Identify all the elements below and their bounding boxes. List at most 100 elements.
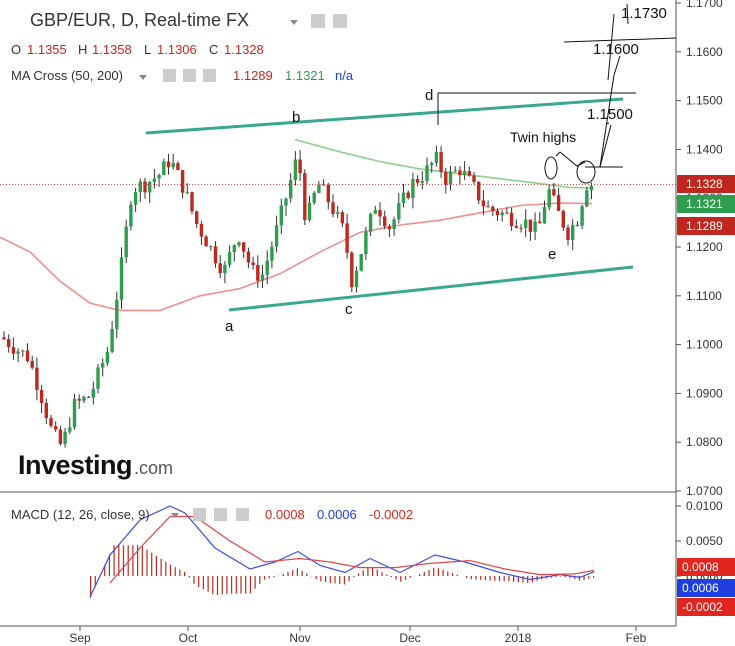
candle-body [477,181,481,201]
macd-dropdown-icon[interactable] [171,513,179,518]
investing-logo-suffix: .com [134,458,173,478]
candle-body [585,190,589,207]
candle-body [171,163,175,168]
candle-body [11,347,16,354]
macd-series [89,505,595,598]
candle-body [251,262,255,266]
macd-label: MACD (12, 26, close, 9) [11,507,150,522]
candle-body [420,181,424,183]
macd-value-2: 0.0006 [317,507,357,522]
candle-body [54,426,58,430]
price-tick-label: 1.1500 [686,94,723,108]
price-tick-label: 1.0800 [686,435,723,449]
time-tick-label: Nov [289,631,310,645]
ma-value-3: n/a [335,68,354,83]
candle-body [406,192,410,199]
macd-tick-label: 0.0050 [686,534,723,548]
candle-body [453,170,457,172]
macd-settings-icon[interactable] [214,508,227,521]
ma-visibility-icon[interactable] [163,69,176,82]
time-tick-label: 2018 [505,631,532,645]
price-tick-label: 1.1400 [686,142,723,156]
candle-body [439,152,443,172]
ma-dropdown-icon[interactable] [139,75,147,80]
title-format-icon[interactable] [333,14,347,28]
price-tick-label: 1.1700 [686,0,723,10]
price-tag-box [677,175,735,193]
time-tick-label: Dec [399,631,420,645]
macd-visibility-icon[interactable] [193,508,206,521]
candle-body [415,179,420,183]
candle-body [378,210,382,217]
wave-label-e: e [548,246,556,263]
candle-body [575,224,580,226]
ma-50-line [294,138,593,189]
candle-body [16,351,20,354]
candle-body [49,418,53,427]
candle-body [519,227,523,229]
candle-body [101,363,105,368]
candle-body [397,202,401,220]
wave-label-b: b [292,109,300,126]
candle-body [58,429,63,444]
chart-header: GBP/EUR, D, Real-time FX O 1.1355 H 1.13… [11,10,354,83]
candle-body [350,252,354,288]
candle-body [425,165,429,182]
candle-body [509,212,514,227]
candle-body [514,226,518,228]
candle-body [383,216,387,227]
candlestick-series [2,145,594,448]
candle-body [491,206,495,211]
ohlc-close-label: C [209,42,218,57]
wave-label-c: c [345,301,353,318]
candle-body [274,225,279,247]
candle-body [401,192,406,203]
candle-body [190,192,194,212]
candle-body [115,299,119,329]
candle-body [580,206,584,226]
price-tag-label: 1.1321 [686,197,723,211]
candle-body [227,252,232,265]
wave-label-d: d [425,87,433,104]
candle-body [336,212,340,214]
ma-remove-icon[interactable] [203,69,216,82]
price-tag-box [677,195,735,213]
channel-upper-line [145,97,624,135]
projection-lines [437,3,677,168]
candle-body [39,389,44,403]
ohlc-close-value: 1.1328 [224,42,264,57]
candle-body [110,328,114,352]
annotation-1730: 1.1730 [621,5,667,22]
time-axis: Sep Oct Nov Dec 2018 Feb [69,626,647,645]
price-tag-label: 1.1328 [686,177,723,191]
candle-body [467,170,471,176]
title-dropdown-icon[interactable] [290,20,298,25]
candle-body [195,211,199,225]
investing-logo-brand: Investing [18,450,132,480]
ohlc-open-value: 1.1355 [27,42,67,57]
candle-body [44,402,48,419]
candle-body [321,184,326,186]
price-tag-box [677,217,735,235]
candle-body [237,242,241,246]
candle-body [552,189,556,196]
candle-body [368,213,373,232]
macd-signal-line [109,515,595,584]
candle-body [430,162,434,166]
candle-body [481,200,486,207]
candle-body [364,231,368,255]
title-settings-icon[interactable] [311,14,325,28]
candle-body [312,192,316,203]
candle-body [458,170,462,176]
macd-remove-icon[interactable] [236,508,249,521]
candle-body [72,398,77,428]
candle-body [500,212,504,216]
ohlc-low-value: 1.1306 [157,42,197,57]
price-tick-label: 1.0900 [686,386,723,400]
chart-title: GBP/EUR, D, Real-time FX [30,10,249,30]
candle-body [556,195,561,211]
price-tick-label: 1.1100 [686,289,722,303]
candle-body [91,388,95,398]
ma-settings-icon[interactable] [183,69,196,82]
